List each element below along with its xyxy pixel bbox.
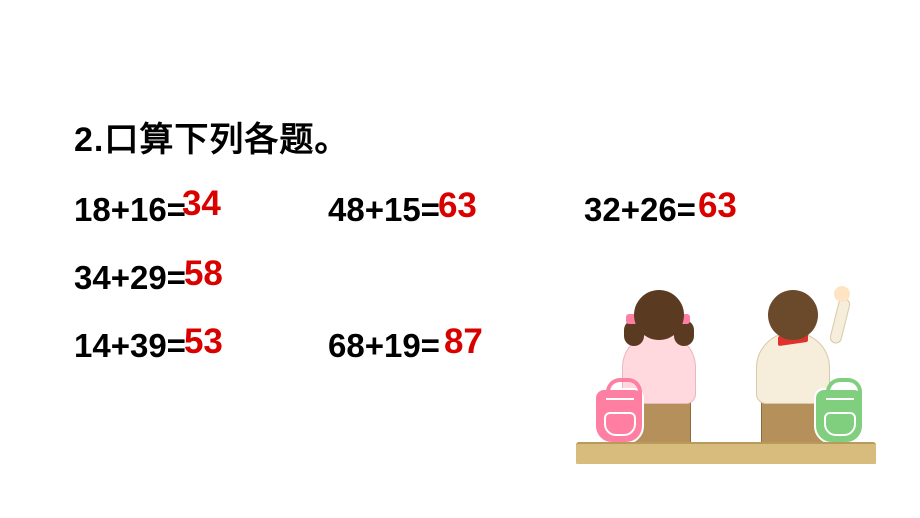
problem-r1c2: 48+15=63	[328, 190, 479, 238]
girl-head	[634, 290, 684, 340]
page-title: 2.口算下列各题。	[74, 112, 349, 161]
expression: 18+16=	[74, 191, 186, 229]
expression: 48+15=	[328, 191, 440, 229]
raised-arm	[829, 297, 852, 345]
problem-r1c3: 32+26=63	[584, 190, 735, 238]
raised-hand	[834, 286, 850, 302]
answer: 87	[444, 322, 483, 362]
answer: 58	[184, 254, 223, 294]
answer: 34	[182, 184, 221, 224]
answer: 63	[698, 186, 737, 226]
bag-zip	[826, 398, 854, 400]
problem-row-1: 18+16=34 48+15=63 32+26=63	[74, 190, 874, 240]
expression: 14+39=	[74, 327, 186, 365]
problem-r1c1: 18+16=34	[74, 190, 225, 238]
slide: 2.口算下列各题。 18+16=34 48+15=63 32+26=63 34+…	[0, 0, 920, 518]
problem-r3c2: 68+19=87	[328, 326, 479, 374]
children-illustration	[576, 252, 876, 464]
green-backpack	[814, 388, 864, 444]
bag-pocket	[604, 412, 636, 436]
boy-head	[768, 290, 818, 340]
expression: 32+26=	[584, 191, 696, 229]
desk	[576, 442, 876, 464]
problem-r3c1: 14+39=53	[74, 326, 225, 374]
pink-backpack	[594, 388, 644, 444]
bag-pocket	[824, 412, 856, 436]
problem-r2c1: 34+29=58	[74, 258, 225, 306]
expression: 68+19=	[328, 327, 440, 365]
bag-zip	[606, 398, 634, 400]
expression: 34+29=	[74, 259, 186, 297]
answer: 53	[184, 322, 223, 362]
answer: 63	[438, 186, 477, 226]
